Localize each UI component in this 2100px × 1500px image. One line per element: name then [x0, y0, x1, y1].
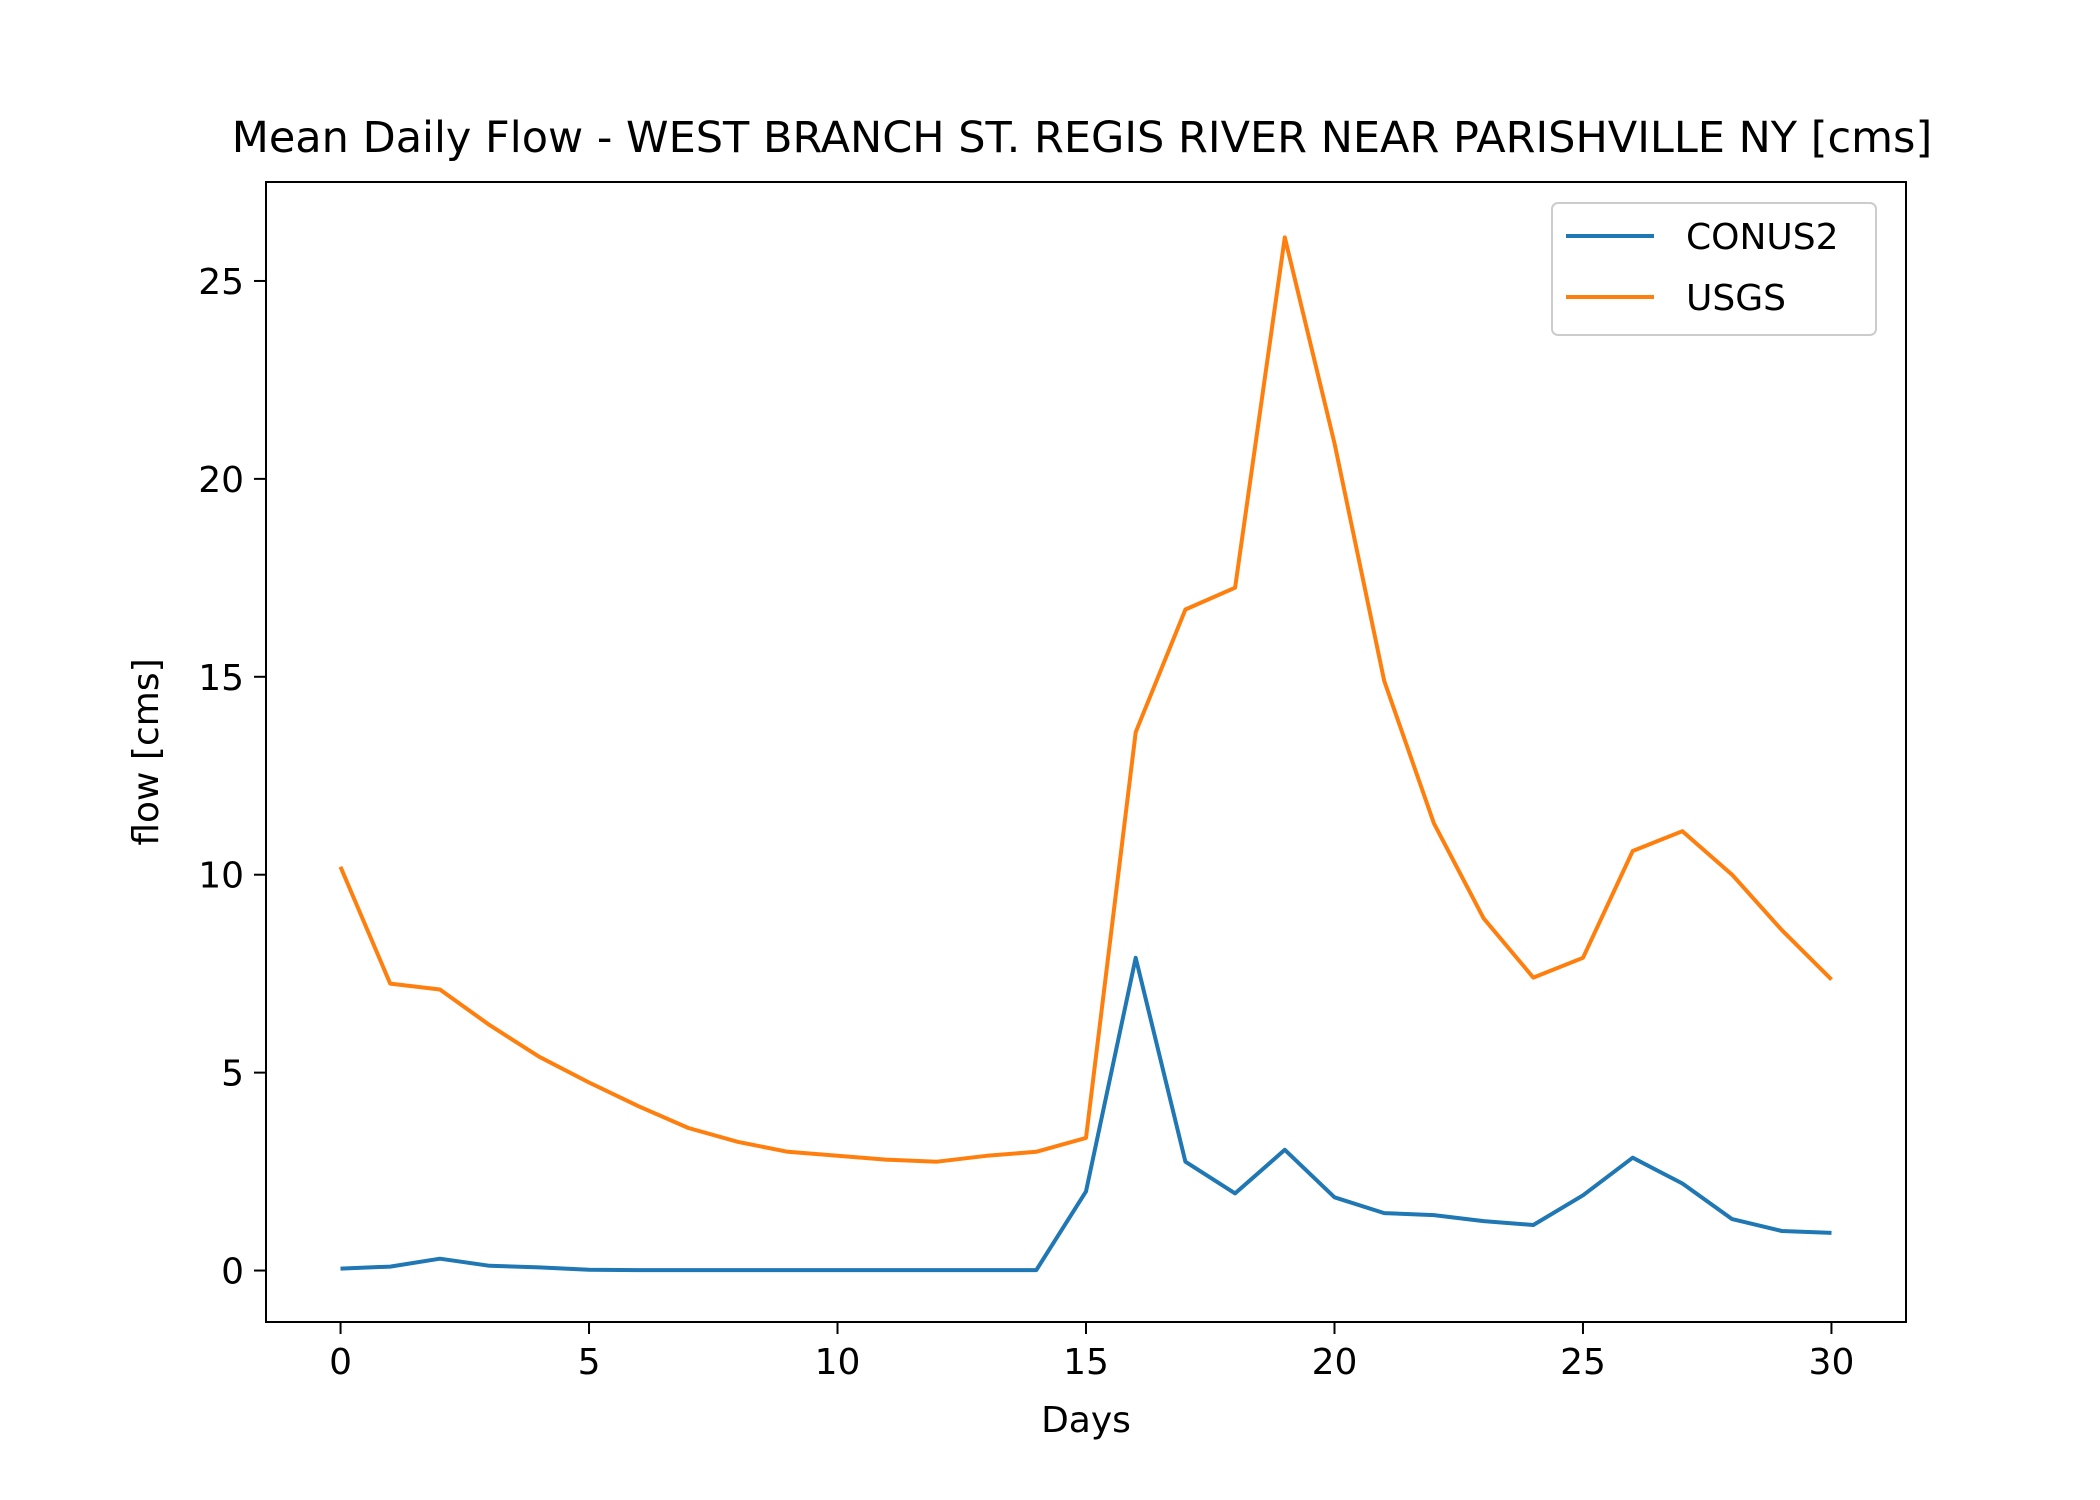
y-axis-label: flow [cms]	[126, 658, 167, 845]
legend: CONUS2 USGS	[1551, 202, 1877, 336]
y-tick-label: 0	[221, 1252, 244, 1293]
series-line-usgs	[338, 235, 1833, 1164]
series-line-conus2	[340, 955, 1832, 1273]
series-layer	[338, 235, 1833, 1273]
y-tick-label: 15	[198, 658, 244, 699]
y-tick-label: 20	[198, 460, 244, 501]
x-tick-label: 10	[815, 1342, 861, 1383]
y-tick-label: 5	[221, 1054, 244, 1095]
y-axis: 0 5 10 15 20 25	[198, 262, 266, 1293]
y-tick-label: 25	[198, 262, 244, 303]
x-tick-label: 30	[1809, 1342, 1855, 1383]
x-tick-label: 20	[1312, 1342, 1358, 1383]
legend-label: USGS	[1686, 278, 1786, 319]
x-tick-label: 25	[1560, 1342, 1606, 1383]
x-axis: 0 5 10 15 20 25 30	[329, 1322, 1854, 1383]
y-tick-label: 10	[198, 856, 244, 897]
x-axis-label: Days	[1041, 1400, 1131, 1441]
chart-title: Mean Daily Flow - WEST BRANCH ST. REGIS …	[232, 113, 1932, 163]
plot-frame	[265, 181, 1907, 1323]
legend-label: CONUS2	[1686, 217, 1839, 258]
x-tick-label: 15	[1063, 1342, 1109, 1383]
x-tick-label: 0	[329, 1342, 352, 1383]
x-tick-label: 5	[578, 1342, 601, 1383]
